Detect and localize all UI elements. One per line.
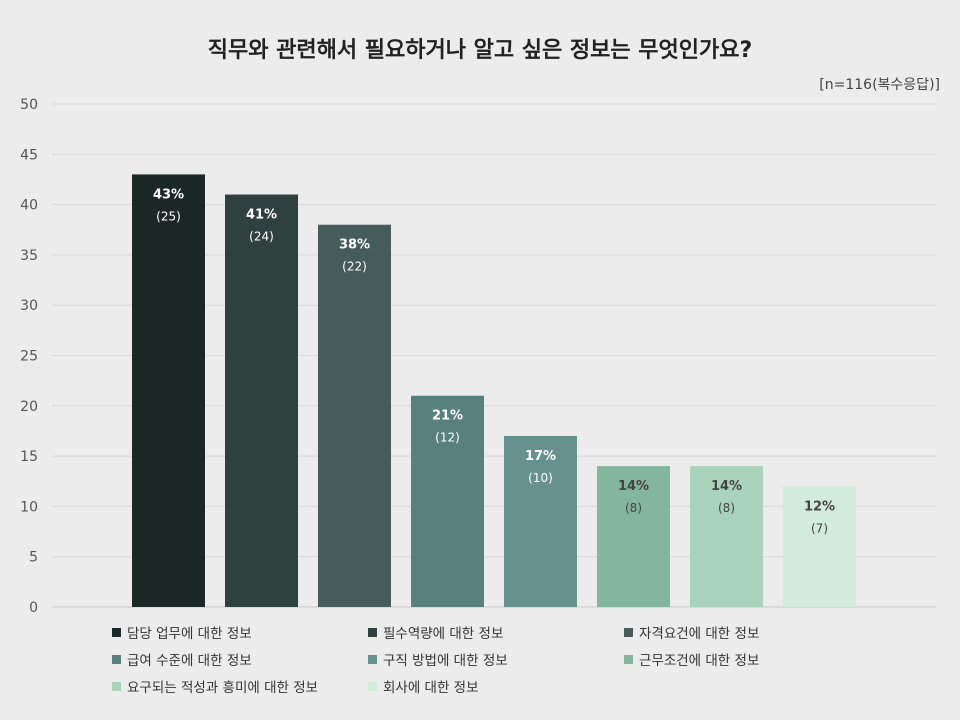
y-tick-label: 20 (20, 399, 38, 415)
y-axis-ticks: 0 5 10 15 20 25 30 35 40 45 50 (20, 97, 38, 616)
bar-count-label: (8) (625, 501, 642, 515)
legend-swatch (624, 627, 633, 637)
bar (504, 435, 577, 607)
bar-percent-label: 38% (339, 238, 370, 253)
y-tick-label: 30 (20, 298, 38, 314)
bar (132, 174, 205, 608)
legend-item: 자격요건에 대한 정보 (624, 622, 880, 642)
legend-swatch (112, 627, 121, 637)
bar (225, 194, 298, 608)
y-tick-label: 5 (29, 550, 38, 566)
bar-percent-label: 14% (618, 479, 649, 494)
legend-item: 근무조건에 대한 정보 (624, 649, 880, 669)
legend-swatch (368, 681, 377, 691)
bar-percent-label: 17% (525, 449, 556, 464)
legend-item: 구직 방법에 대한 정보 (368, 649, 624, 669)
bar-count-label: (25) (156, 209, 181, 223)
legend-swatch (368, 654, 377, 664)
bar-percent-label: 21% (432, 409, 463, 424)
y-tick-label: 10 (20, 499, 38, 515)
legend-label: 요구되는 적성과 흥미에 대한 정보 (127, 680, 319, 696)
legend-item: 필수역량에 대한 정보 (368, 622, 624, 642)
y-tick-label: 45 (20, 147, 38, 163)
chart-title: 직무와 관련해서 필요하거나 알고 싶은 정보는 무엇인가요? (207, 38, 753, 63)
legend-swatch (368, 627, 377, 637)
y-tick-label: 25 (20, 349, 38, 365)
legend-item: 요구되는 적성과 흥미에 대한 정보 (112, 676, 368, 696)
legend-item: 회사에 대한 정보 (368, 676, 624, 696)
legend-label: 급여 수준에 대한 정보 (127, 653, 252, 669)
legend-label: 회사에 대한 정보 (383, 680, 479, 696)
bar (597, 466, 670, 607)
legend-item: 급여 수준에 대한 정보 (112, 649, 368, 669)
bar (411, 395, 484, 607)
bar (318, 224, 391, 607)
legend-swatch (112, 654, 121, 664)
legend-swatch (624, 654, 633, 664)
y-tick-label: 0 (29, 600, 38, 616)
bar-count-label: (10) (528, 471, 553, 485)
legend-label: 자격요건에 대한 정보 (639, 626, 760, 642)
bar-count-label: (24) (249, 230, 274, 244)
legend-label: 근무조건에 대한 정보 (639, 653, 760, 669)
bar-percent-label: 43% (153, 187, 184, 202)
legend-item: 담당 업무에 대한 정보 (112, 622, 368, 642)
y-tick-label: 35 (20, 248, 38, 264)
y-tick-label: 50 (20, 97, 38, 113)
bar-percent-label: 41% (246, 208, 277, 223)
y-tick-label: 15 (20, 449, 38, 465)
bar (690, 466, 763, 607)
legend-label: 담당 업무에 대한 정보 (127, 626, 252, 642)
legend-swatch (112, 681, 121, 691)
sample-size-note: [n=116(복수응답)] (819, 77, 940, 93)
data-labels: 43% (25) 41% (24) 38% (22) 21% (12) 17% (10) 14% (8… (153, 187, 835, 535)
bars (132, 174, 856, 608)
bar-count-label: (7) (811, 521, 828, 535)
bar-count-label: (8) (718, 501, 735, 515)
bar-chart: 0 5 10 15 20 25 30 35 40 45 50 43% (25) 41% (24) 38% (2… (20, 97, 936, 616)
bar-percent-label: 14% (711, 479, 742, 494)
legend-label: 필수역량에 대한 정보 (383, 626, 504, 642)
bar-percent-label: 12% (804, 499, 835, 514)
bar-count-label: (12) (435, 431, 460, 445)
bar (783, 486, 856, 607)
bar-count-label: (22) (342, 260, 367, 274)
legend-label: 구직 방법에 대한 정보 (383, 653, 508, 669)
y-tick-label: 40 (20, 198, 38, 214)
